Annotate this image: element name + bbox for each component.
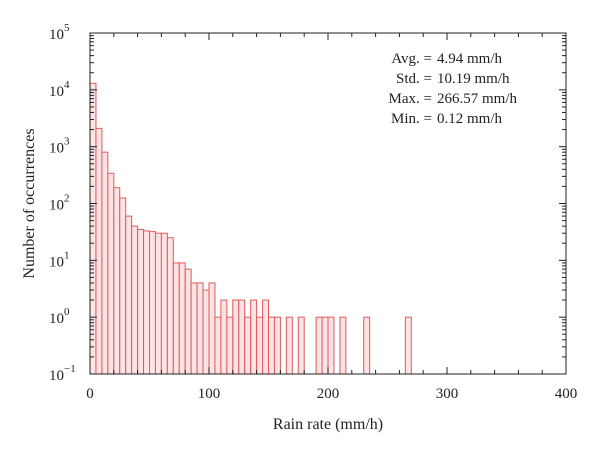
y-tick-base: 10 [49,254,64,270]
histogram-bar [154,232,162,375]
histogram-bar [339,316,347,375]
histogram-bar [226,316,234,375]
y-tick-exponent: 2 [64,193,70,205]
y-tick-label: 10 [49,27,64,43]
y-tick-exponent: 3 [64,136,70,148]
histogram-bar [172,262,180,375]
y-tick-base: 10 [49,141,64,157]
y-tick-label: 10 [49,311,64,327]
y-tick-exponent: 0 [64,306,70,318]
stat-value: 0.12 mm/h [437,111,503,127]
y-tick-label: 10 [49,368,64,384]
y-tick-exponent: −1 [64,363,76,375]
x-axis-title: Rain rate (mm/h) [273,416,383,433]
histogram-bar [190,282,198,375]
x-tick-label: 100 [198,386,221,402]
histogram-bar [137,228,145,375]
histogram-bar [321,316,329,375]
histogram-bar [202,289,210,375]
y-tick-exponent: 1 [64,249,70,261]
histogram-bar [220,299,228,375]
histogram-bar [160,232,168,375]
y-tick-label: 10 [49,198,64,214]
y-tick-base: 10 [49,368,64,384]
y-tick-exponent: 5 [64,22,70,34]
histogram-bar [113,187,121,375]
y-tick-base: 10 [49,27,64,43]
y-axis-title: Number of occurrences [21,128,38,278]
histogram-bar [268,316,275,375]
histogram-bar [327,316,335,375]
histogram-bar [196,282,204,375]
histogram-bar [262,299,269,375]
histogram-bar [89,82,97,375]
histogram-bar [107,172,115,375]
y-tick-base: 10 [49,311,64,327]
histogram-bar [244,316,252,375]
stat-label: Max. = [389,91,432,107]
x-axis: 0 100 200 300 400 [86,33,577,402]
x-tick-label: 400 [555,386,578,402]
stat-value: 10.19 mm/h [437,71,510,87]
x-tick-label: 300 [436,386,459,402]
histogram-bar [363,316,371,375]
y-tick-label: 10 [49,141,64,157]
histogram-bar [208,282,216,375]
y-tick-label: 10 [49,84,64,100]
histogram-bar [238,299,246,375]
stat-label: Avg. = [391,51,432,67]
y-tick-base: 10 [49,198,64,214]
histogram-bar [232,299,240,375]
histogram-bar [404,316,412,375]
y-tick-base: 10 [49,84,64,100]
histogram-bar [256,316,264,375]
histogram-bar [315,316,323,375]
histogram-bar [297,316,305,375]
stat-label: Std. = [396,71,432,87]
histogram-bar [119,197,127,375]
bars-group [89,82,412,375]
histogram-bar [95,127,103,375]
histogram-bar [166,237,174,375]
x-tick-label: 200 [317,386,340,402]
histogram-bar [273,316,281,375]
histogram-bar [125,215,133,375]
y-tick-exponent: 4 [64,79,70,91]
histogram-bar [149,231,156,375]
stat-value: 266.57 mm/h [437,91,518,107]
stat-label: Min. = [391,111,432,127]
histogram-bar [184,268,192,375]
stats-box: Avg. = 4.94 mm/h Std. = 10.19 mm/h Max. = 266… [389,51,518,127]
y-tick-label: 10 [49,254,64,270]
histogram-bar [285,316,293,375]
histogram-bar [214,316,222,375]
x-tick-label: 0 [86,386,94,402]
histogram-bar [131,225,139,375]
histogram-bar [143,230,151,375]
histogram-bar [250,299,258,375]
stat-value: 4.94 mm/h [437,51,503,67]
histogram-bar [178,262,186,375]
histogram-bar [101,151,109,375]
